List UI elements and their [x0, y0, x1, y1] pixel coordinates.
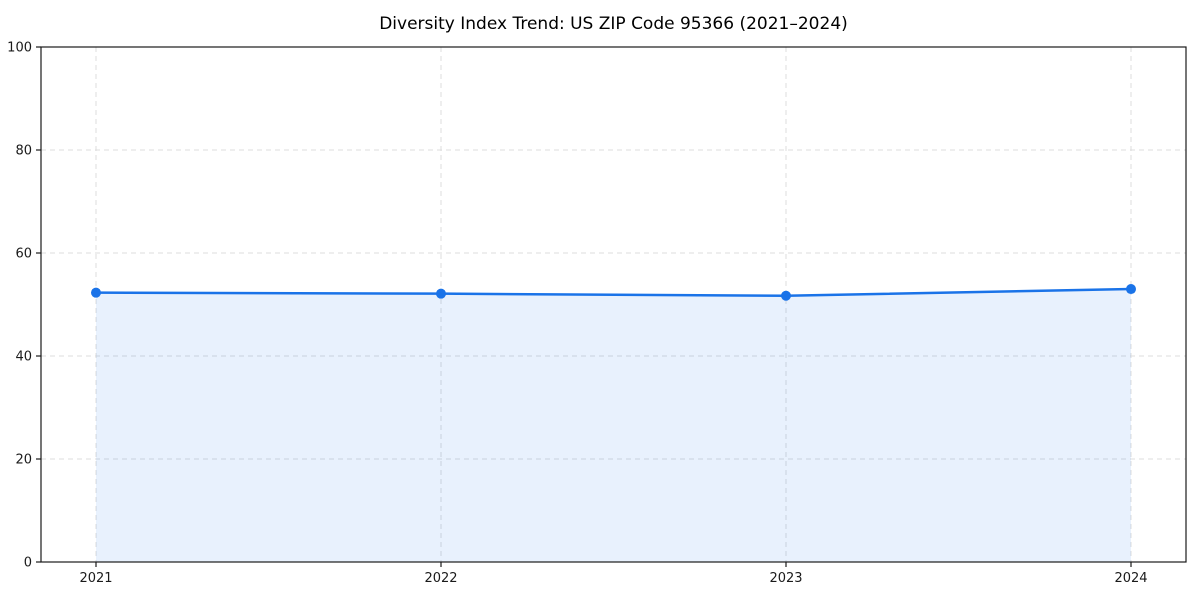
y-tick-label: 60 — [15, 247, 32, 262]
chart-title: Diversity Index Trend: US ZIP Code 95366… — [379, 14, 848, 34]
x-tick-label: 2021 — [79, 571, 112, 586]
data-point-marker — [781, 290, 791, 301]
data-point-marker — [436, 288, 446, 299]
area-fill — [96, 289, 1131, 562]
y-tick-label: 100 — [7, 41, 32, 56]
y-tick-label: 20 — [15, 453, 32, 468]
y-tick-label: 40 — [15, 350, 32, 365]
plot-border — [40, 46, 1187, 563]
x-tick-label: 2022 — [424, 571, 457, 586]
x-tick-label: 2023 — [769, 571, 802, 586]
data-point-marker — [91, 287, 101, 298]
x-tick-label: 2024 — [1114, 571, 1147, 586]
data-point-marker — [1126, 284, 1136, 295]
y-tick-label: 80 — [15, 144, 32, 159]
y-tick-label: 0 — [24, 556, 32, 571]
trend-line — [94, 287, 1133, 297]
